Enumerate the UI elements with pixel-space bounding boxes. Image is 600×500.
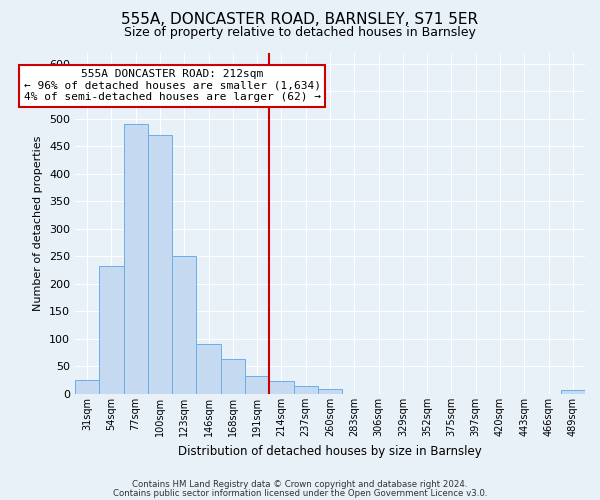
Bar xyxy=(75,380,99,394)
Bar xyxy=(318,388,342,394)
Bar xyxy=(99,266,124,394)
Bar xyxy=(172,256,196,394)
Text: Contains public sector information licensed under the Open Government Licence v3: Contains public sector information licen… xyxy=(113,488,487,498)
Bar xyxy=(148,135,172,394)
Y-axis label: Number of detached properties: Number of detached properties xyxy=(34,136,43,311)
Text: 555A DONCASTER ROAD: 212sqm
← 96% of detached houses are smaller (1,634)
4% of s: 555A DONCASTER ROAD: 212sqm ← 96% of det… xyxy=(23,69,320,102)
Bar xyxy=(245,376,269,394)
Bar xyxy=(561,390,585,394)
Text: Contains HM Land Registry data © Crown copyright and database right 2024.: Contains HM Land Registry data © Crown c… xyxy=(132,480,468,489)
Bar xyxy=(221,360,245,394)
X-axis label: Distribution of detached houses by size in Barnsley: Distribution of detached houses by size … xyxy=(178,444,482,458)
Bar xyxy=(293,386,318,394)
Text: Size of property relative to detached houses in Barnsley: Size of property relative to detached ho… xyxy=(124,26,476,39)
Text: 555A, DONCASTER ROAD, BARNSLEY, S71 5ER: 555A, DONCASTER ROAD, BARNSLEY, S71 5ER xyxy=(121,12,479,28)
Bar xyxy=(196,344,221,394)
Bar xyxy=(124,124,148,394)
Bar xyxy=(269,382,293,394)
